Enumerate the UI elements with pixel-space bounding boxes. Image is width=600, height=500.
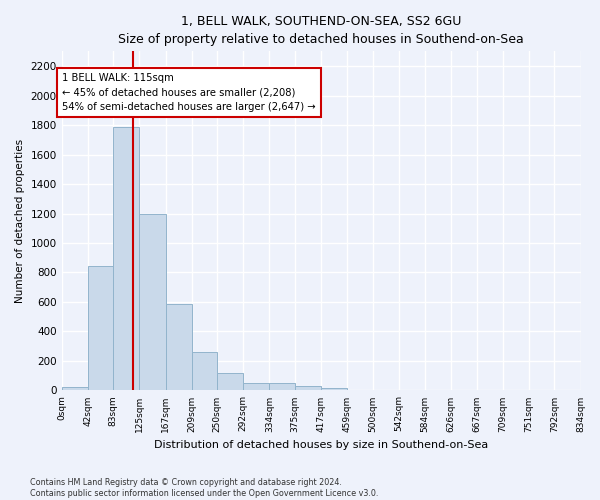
Bar	[62, 386, 88, 390]
Text: 1 BELL WALK: 115sqm
← 45% of detached houses are smaller (2,208)
54% of semi-det: 1 BELL WALK: 115sqm ← 45% of detached ho…	[62, 72, 316, 112]
Text: Contains HM Land Registry data © Crown copyright and database right 2024.
Contai: Contains HM Land Registry data © Crown c…	[30, 478, 379, 498]
Y-axis label: Number of detached properties: Number of detached properties	[15, 139, 25, 303]
Bar	[113, 126, 139, 390]
Bar	[166, 304, 191, 390]
Bar	[217, 374, 244, 390]
X-axis label: Distribution of detached houses by size in Southend-on-Sea: Distribution of detached houses by size …	[154, 440, 488, 450]
Bar	[321, 388, 347, 390]
Bar	[295, 386, 321, 390]
Bar	[88, 266, 113, 390]
Bar	[139, 214, 166, 390]
Title: 1, BELL WALK, SOUTHEND-ON-SEA, SS2 6GU
Size of property relative to detached hou: 1, BELL WALK, SOUTHEND-ON-SEA, SS2 6GU S…	[118, 15, 524, 46]
Bar	[191, 352, 217, 391]
Bar	[269, 383, 295, 390]
Bar	[244, 383, 269, 390]
